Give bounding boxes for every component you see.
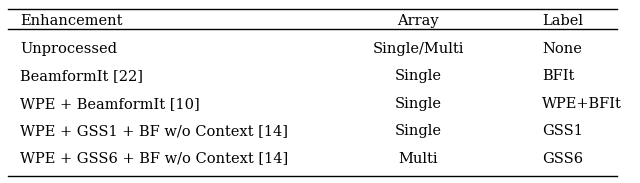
Text: Single: Single [394,69,442,83]
Text: GSS1: GSS1 [542,124,583,138]
Text: None: None [542,42,582,56]
Text: GSS6: GSS6 [542,152,584,165]
Text: WPE+BFIt: WPE+BFIt [542,97,622,111]
Text: Multi: Multi [398,152,438,165]
Text: Label: Label [542,14,584,28]
Text: Single/Multi: Single/Multi [372,42,464,56]
Text: Unprocessed: Unprocessed [20,42,117,56]
Text: Enhancement: Enhancement [20,14,122,28]
Text: Array: Array [397,14,439,28]
Text: WPE + BeamformIt [10]: WPE + BeamformIt [10] [20,97,200,111]
Text: WPE + GSS6 + BF w/o Context [14]: WPE + GSS6 + BF w/o Context [14] [20,152,288,165]
Text: Single: Single [394,97,442,111]
Text: BFIt: BFIt [542,69,575,83]
Text: Single: Single [394,124,442,138]
Text: WPE + GSS1 + BF w/o Context [14]: WPE + GSS1 + BF w/o Context [14] [20,124,288,138]
Text: BeamformIt [22]: BeamformIt [22] [20,69,143,83]
